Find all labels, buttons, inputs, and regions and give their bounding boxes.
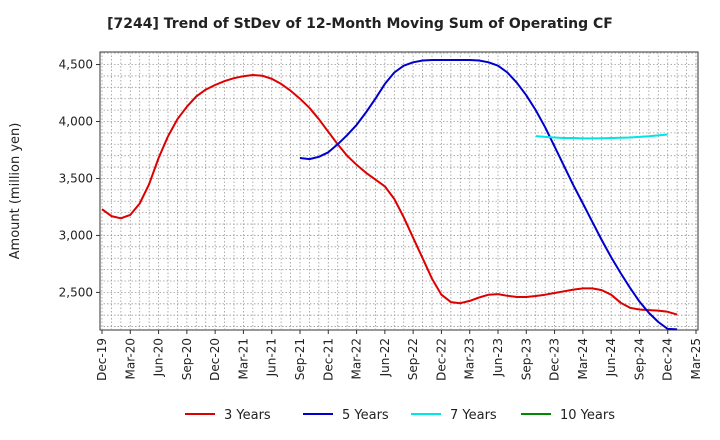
legend-label: 5 Years xyxy=(342,408,389,423)
x-tick-label: Mar-24 xyxy=(576,338,590,379)
legend-label: 3 Years xyxy=(224,408,271,423)
y-tick-label: 3,500 xyxy=(59,171,93,185)
y-tick-label: 2,500 xyxy=(59,285,93,299)
x-tick-label: Mar-23 xyxy=(463,338,477,379)
series-line-3-years xyxy=(101,74,678,316)
plot-area xyxy=(99,51,699,331)
x-tick-label: Jun-20 xyxy=(152,338,166,377)
x-tick-label: Dec-21 xyxy=(321,338,335,381)
x-tick-label: Mar-22 xyxy=(350,338,364,379)
x-tick-label: Sep-20 xyxy=(180,338,194,380)
x-tick-label: Sep-21 xyxy=(293,338,307,380)
series-lines xyxy=(101,59,678,331)
series-line-7-years xyxy=(535,133,668,140)
x-tick-label: Dec-19 xyxy=(95,338,109,381)
y-tick-label: 3,000 xyxy=(59,228,93,242)
x-tick-label: Jun-23 xyxy=(491,338,505,377)
y-axis-ticks: 2,500 3,000 3,500 4,000 4,500 xyxy=(59,58,100,299)
x-tick-label: Dec-20 xyxy=(208,338,222,381)
x-tick-label: Sep-22 xyxy=(406,338,420,380)
chart-title: [7244] Trend of StDev of 12-Month Moving… xyxy=(107,16,613,32)
y-axis-label: Amount (million yen) xyxy=(8,123,23,260)
x-tick-label: Dec-22 xyxy=(434,338,448,381)
legend: 3 Years 5 Years 7 Years 10 Years xyxy=(185,408,615,423)
x-tick-label: Mar-21 xyxy=(236,338,250,379)
x-tick-label: Dec-23 xyxy=(548,338,562,381)
series-line-5-years xyxy=(299,59,678,331)
x-tick-label: Mar-20 xyxy=(123,338,137,379)
x-tick-label: Jun-21 xyxy=(265,338,279,377)
x-tick-label: Dec-24 xyxy=(661,338,675,381)
x-tick-label: Sep-24 xyxy=(632,338,646,380)
x-tick-label: Mar-25 xyxy=(689,338,703,379)
legend-label: 7 Years xyxy=(450,408,497,423)
legend-label: 10 Years xyxy=(560,408,615,423)
x-axis-ticks: Dec-19 Mar-20 Jun-20 Sep-20 Dec-20 Mar-21 Jun-… xyxy=(95,330,703,381)
x-tick-label: Sep-23 xyxy=(519,338,533,380)
x-tick-label: Jun-22 xyxy=(378,338,392,377)
grid xyxy=(100,52,698,330)
y-tick-label: 4,500 xyxy=(59,58,93,72)
x-tick-label: Jun-24 xyxy=(604,338,618,377)
y-tick-label: 4,000 xyxy=(59,115,93,129)
